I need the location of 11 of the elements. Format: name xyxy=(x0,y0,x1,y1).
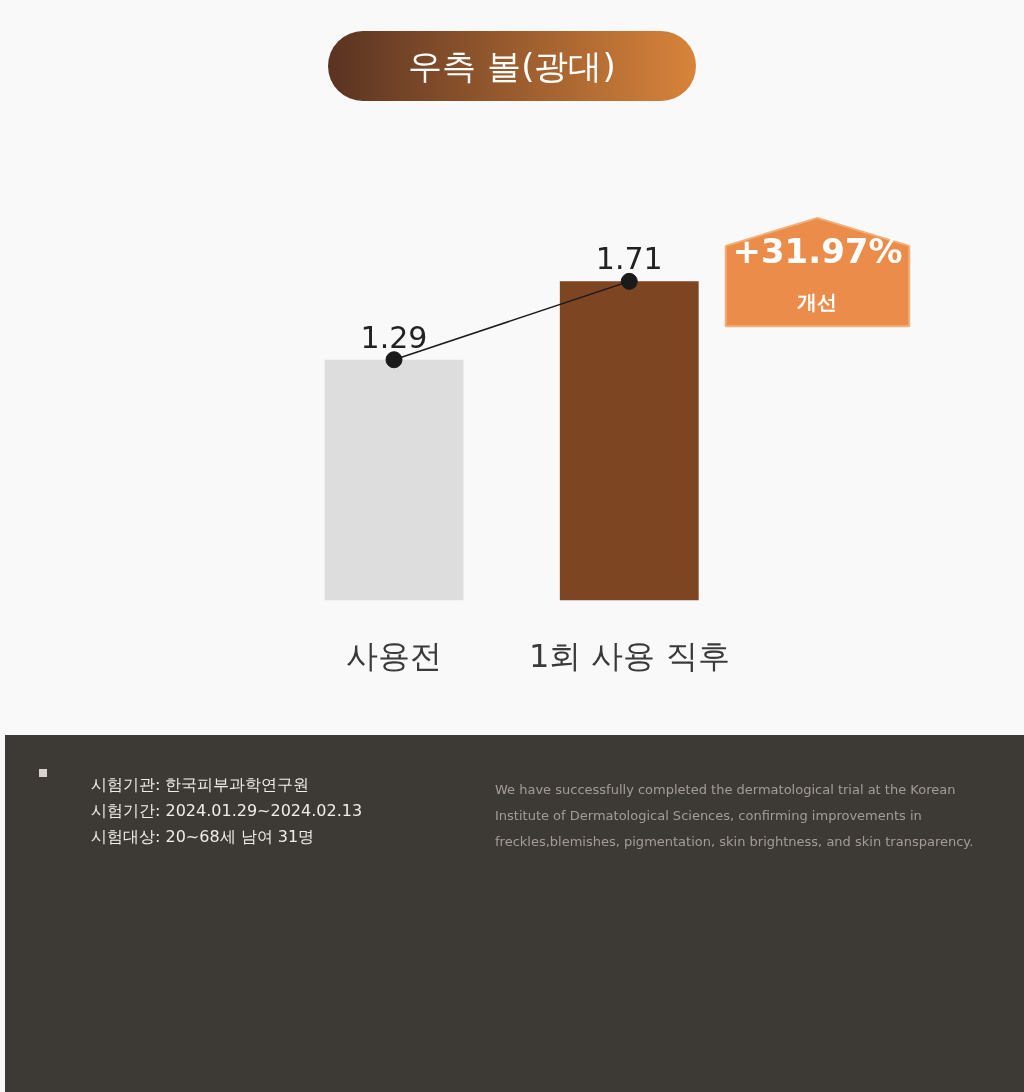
x-tick-label: 1회 사용 직후 xyxy=(528,636,730,675)
text: 시험기간: 2024.01.29~2024.02.13 xyxy=(91,801,363,821)
text: We have successfully completed the dermatological trial at the Korean Institute of Dermatological Sciences, confirming improvements in freckles,blemishes, pigmentation, skin brightness, and skin transparency. xyxy=(495,781,975,851)
data-label: 1.29 xyxy=(360,319,428,355)
data-label: 1.71 xyxy=(595,241,663,277)
text: 시험대상: 20~68세 남여 31명 xyxy=(91,827,316,847)
text: 시험기관: 한국피부과학연구원 xyxy=(91,775,311,795)
text: +31.97% xyxy=(732,231,903,272)
chart-title: 우측 볼(광대) xyxy=(328,31,696,101)
x-tick-label: 사용전 xyxy=(346,636,443,675)
text: 개선 xyxy=(797,290,838,315)
